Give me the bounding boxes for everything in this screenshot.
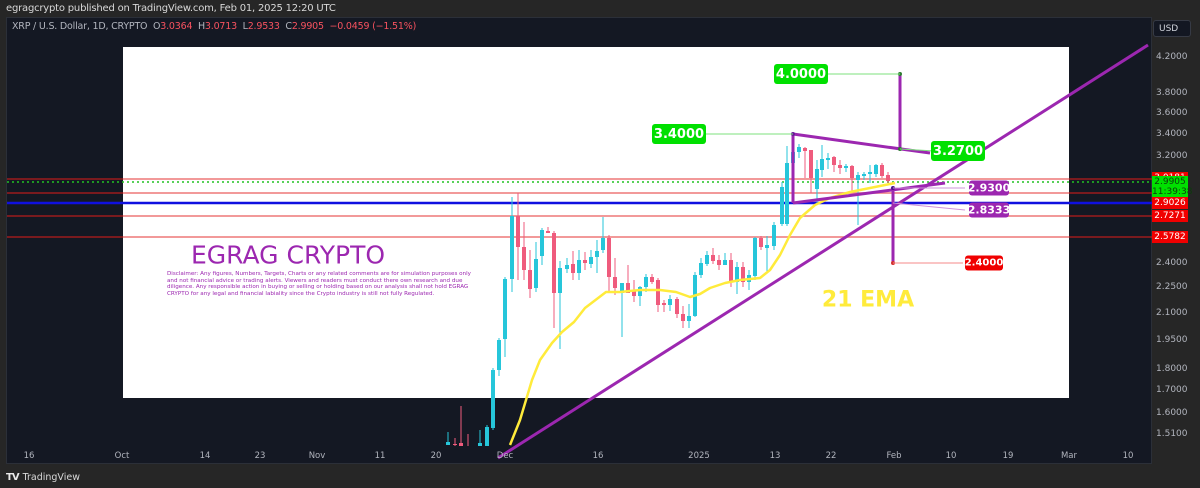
price-tick: 3.8000 bbox=[1156, 88, 1188, 98]
time-tick: 22 bbox=[825, 451, 837, 461]
price-tick: 4.2000 bbox=[1156, 52, 1188, 62]
time-tick: Dec bbox=[496, 451, 514, 461]
current-price-tag: 2.9905 11:39:38 bbox=[1152, 176, 1193, 198]
bar-countdown: 11:39:38 bbox=[1152, 187, 1193, 197]
low-value: 2.9533 bbox=[247, 21, 280, 32]
change-value: −0.0459 (−1.51%) bbox=[329, 21, 417, 32]
price-tick: 3.4000 bbox=[1156, 129, 1188, 139]
brand-name: TradingView bbox=[22, 472, 80, 483]
target-label-3-27[interactable]: 3.2700 bbox=[931, 141, 985, 161]
price-tag-level: 2.5782 bbox=[1152, 231, 1188, 243]
target-label-3-4[interactable]: 3.4000 bbox=[652, 124, 706, 144]
price-tick: 1.5100 bbox=[1156, 429, 1188, 439]
price-tag-level: 2.7271 bbox=[1152, 210, 1188, 222]
tradingview-logo[interactable]: TV TradingView bbox=[6, 472, 80, 483]
time-tick: Oct bbox=[114, 451, 130, 461]
target-label-4[interactable]: 4.0000 bbox=[774, 64, 828, 84]
level-label-2-93[interactable]: 2.9300 bbox=[967, 180, 1011, 196]
symbol-name: XRP / U.S. Dollar, 1D, CRYPTO bbox=[12, 21, 148, 32]
time-tick: 2025 bbox=[688, 451, 710, 461]
price-tick: 2.2500 bbox=[1156, 282, 1188, 292]
time-tick: 11 bbox=[374, 451, 386, 461]
price-tick: 1.7000 bbox=[1156, 385, 1188, 395]
symbol-legend: XRP / U.S. Dollar, 1D, CRYPTO O3.0364 H3… bbox=[12, 21, 417, 32]
price-tick: 2.4000 bbox=[1156, 258, 1188, 268]
time-tick: 16 bbox=[592, 451, 604, 461]
time-tick: Nov bbox=[308, 451, 326, 461]
time-tick: 20 bbox=[430, 451, 442, 461]
time-tick: 23 bbox=[254, 451, 266, 461]
chart-image-background bbox=[123, 47, 1069, 398]
ema-label: 21 EMA bbox=[821, 287, 915, 313]
time-tick: Mar bbox=[1060, 451, 1078, 461]
price-tick: 1.8000 bbox=[1156, 364, 1188, 374]
time-tick: 10 bbox=[945, 451, 957, 461]
tradingview-mark-icon: TV bbox=[6, 472, 20, 483]
close-value: 2.9905 bbox=[291, 21, 324, 32]
high-value: 3.0713 bbox=[204, 21, 237, 32]
price-tick: 3.2000 bbox=[1156, 151, 1188, 161]
currency-button[interactable]: USD bbox=[1153, 20, 1191, 37]
triangle-lower-line[interactable] bbox=[792, 181, 946, 205]
price-tick: 1.9500 bbox=[1156, 335, 1188, 345]
price-tick: 3.6000 bbox=[1156, 108, 1188, 118]
price-tick: 2.1000 bbox=[1156, 308, 1188, 318]
disclaimer-text: Disclaimer: Any figures, Numbers, Target… bbox=[167, 271, 471, 297]
open-value: 3.0364 bbox=[160, 21, 193, 32]
time-tick: Feb bbox=[886, 451, 902, 461]
ema-line bbox=[508, 181, 896, 446]
horizontal-levels bbox=[7, 178, 1152, 238]
time-tick: 10 bbox=[1122, 451, 1134, 461]
level-label-2-8333[interactable]: 2.8333 bbox=[967, 202, 1011, 218]
watermark-title: EGRAG CRYPTO bbox=[190, 240, 386, 270]
time-tick: 13 bbox=[769, 451, 781, 461]
time-tick: 19 bbox=[1002, 451, 1014, 461]
price-tick: 1.6000 bbox=[1156, 408, 1188, 418]
published-line: egragcrypto published on TradingView.com… bbox=[6, 3, 336, 14]
target-label-2-4[interactable]: 2.4000 bbox=[964, 255, 1004, 271]
time-tick: 16 bbox=[23, 451, 35, 461]
price-tag-support: 2.9026 bbox=[1152, 197, 1188, 209]
ascending-trendline[interactable] bbox=[497, 43, 1149, 460]
time-tick: 14 bbox=[199, 451, 211, 461]
